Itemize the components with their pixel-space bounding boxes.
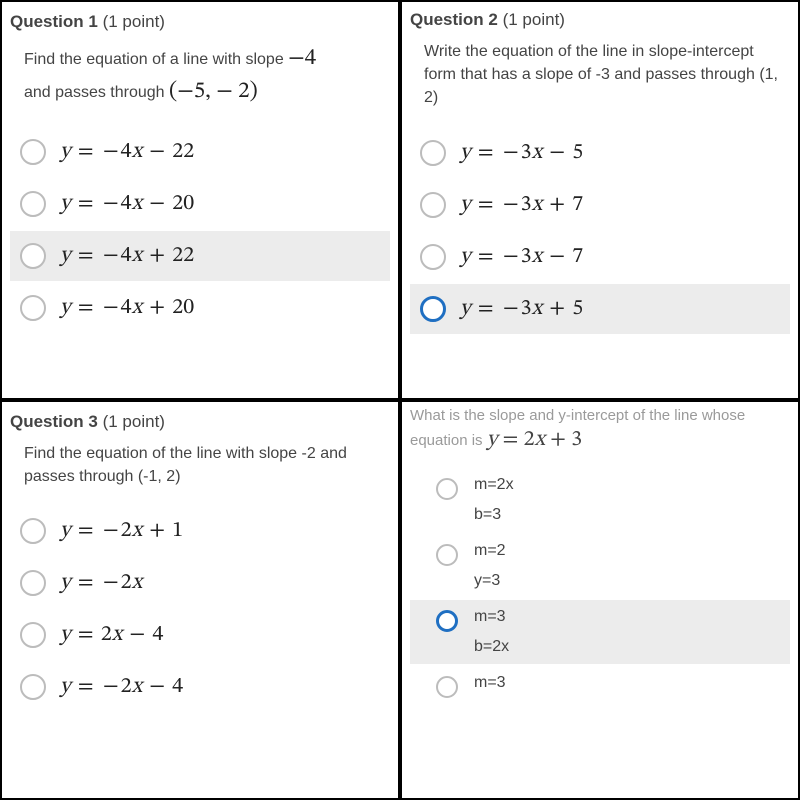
question-1-panel: Question 1 (1 point) Find the equation o… bbox=[0, 0, 400, 400]
question-2-points: (1 point) bbox=[503, 10, 565, 29]
q4-choice-3[interactable]: m=3 bbox=[410, 666, 790, 706]
q2-choice-3-label: y = −3x + 5 bbox=[460, 295, 583, 323]
question-2-prompt: Write the equation of the line in slope-… bbox=[410, 40, 790, 110]
question-2-panel: Question 2 (1 point) Write the equation … bbox=[400, 0, 800, 400]
q4-choice-2-line-1: b=2x bbox=[474, 638, 509, 656]
question-3-points: (1 point) bbox=[103, 412, 165, 431]
radio-icon[interactable] bbox=[420, 140, 446, 166]
q1-choice-0[interactable]: y = −4x − 22 bbox=[10, 127, 390, 177]
q3-choices: y = −2x + 1 y = −2x y = 2x − 4 y = −2x − 4 bbox=[10, 506, 390, 712]
q4-choice-1[interactable]: m=2 y=3 bbox=[410, 534, 790, 598]
radio-icon[interactable] bbox=[436, 478, 458, 500]
q1-choice-3-label: y = −4x + 20 bbox=[60, 294, 194, 322]
question-2-title: Question 2 bbox=[410, 10, 498, 29]
q4-choice-2-lines: m=3 b=2x bbox=[474, 608, 509, 656]
q1-choice-2-label: y = −4x + 22 bbox=[60, 242, 194, 270]
radio-icon[interactable] bbox=[436, 676, 458, 698]
q3-choice-3[interactable]: y = −2x − 4 bbox=[10, 662, 390, 712]
q3-choice-2[interactable]: y = 2x − 4 bbox=[10, 610, 390, 660]
q4-choice-2-line-0: m=3 bbox=[474, 608, 509, 626]
q1-choice-2[interactable]: y = −4x + 22 bbox=[10, 231, 390, 281]
question-3-panel: Question 3 (1 point) Find the equation o… bbox=[0, 400, 400, 800]
q1-prompt-pre: Find the equation of a line with slope bbox=[24, 51, 288, 68]
question-1-header: Question 1 (1 point) bbox=[10, 12, 390, 32]
q2-choice-1[interactable]: y = −3x + 7 bbox=[410, 180, 790, 230]
q1-prompt-point: (−5, − 2) bbox=[169, 80, 258, 103]
question-3-prompt: Find the equation of the line with slope… bbox=[10, 442, 390, 488]
q1-choice-1-label: y = −4x − 20 bbox=[60, 190, 194, 218]
q4-choice-0[interactable]: m=2x b=3 bbox=[410, 468, 790, 532]
q1-choice-1[interactable]: y = −4x − 20 bbox=[10, 179, 390, 229]
radio-icon[interactable] bbox=[20, 191, 46, 217]
q2-choices: y = −3x − 5 y = −3x + 7 y = −3x − 7 y = −3x… bbox=[410, 128, 790, 334]
question-1-title: Question 1 bbox=[10, 12, 98, 31]
radio-icon[interactable] bbox=[420, 296, 446, 322]
q2-choice-2-label: y = −3x − 7 bbox=[460, 243, 583, 271]
q2-choice-2[interactable]: y = −3x − 7 bbox=[410, 232, 790, 282]
radio-icon[interactable] bbox=[20, 518, 46, 544]
q3-choice-1-label: y = −2x bbox=[60, 569, 142, 597]
q4-choice-0-line-0: m=2x bbox=[474, 476, 514, 494]
q4-choice-1-lines: m=2 y=3 bbox=[474, 542, 506, 590]
q2-choice-0-label: y = −3x − 5 bbox=[460, 139, 583, 167]
question-4-panel: What is the slope and y-intercept of the… bbox=[400, 400, 800, 800]
q4-choice-3-lines: m=3 bbox=[474, 674, 506, 692]
q3-choice-0-label: y = −2x + 1 bbox=[60, 517, 183, 545]
quiz-grid: Question 1 (1 point) Find the equation o… bbox=[0, 0, 800, 800]
question-3-header: Question 3 (1 point) bbox=[10, 412, 390, 432]
radio-icon[interactable] bbox=[436, 544, 458, 566]
q4-choices: m=2x b=3 m=2 y=3 m=3 b=2x m=3 bbox=[410, 468, 790, 706]
radio-icon[interactable] bbox=[436, 610, 458, 632]
radio-icon[interactable] bbox=[20, 674, 46, 700]
q3-choice-2-label: y = 2x − 4 bbox=[60, 621, 163, 649]
q4-choice-2[interactable]: m=3 b=2x bbox=[410, 600, 790, 664]
q1-choices: y = −4x − 22 y = −4x − 20 y = −4x + 22 y = … bbox=[10, 127, 390, 333]
radio-icon[interactable] bbox=[420, 192, 446, 218]
q4-choice-0-line-1: b=3 bbox=[474, 506, 514, 524]
q1-choice-3[interactable]: y = −4x + 20 bbox=[10, 283, 390, 333]
q3-choice-0[interactable]: y = −2x + 1 bbox=[10, 506, 390, 556]
q2-choice-0[interactable]: y = −3x − 5 bbox=[410, 128, 790, 178]
question-2-header: Question 2 (1 point) bbox=[410, 10, 790, 30]
q4-choice-1-line-1: y=3 bbox=[474, 572, 506, 590]
question-1-points: (1 point) bbox=[103, 12, 165, 31]
q1-prompt-slope: −4 bbox=[288, 47, 316, 70]
q4-choice-0-lines: m=2x b=3 bbox=[474, 476, 514, 524]
q1-choice-0-label: y = −4x − 22 bbox=[60, 138, 194, 166]
q2-choice-3[interactable]: y = −3x + 5 bbox=[410, 284, 790, 334]
question-3-title: Question 3 bbox=[10, 412, 98, 431]
q4-choice-1-line-0: m=2 bbox=[474, 542, 506, 560]
radio-icon[interactable] bbox=[20, 295, 46, 321]
radio-icon[interactable] bbox=[420, 244, 446, 270]
radio-icon[interactable] bbox=[20, 570, 46, 596]
radio-icon[interactable] bbox=[20, 139, 46, 165]
q1-prompt-mid: and passes through bbox=[24, 84, 169, 101]
question-4-prompt: What is the slope and y-intercept of the… bbox=[410, 406, 790, 456]
question-1-prompt: Find the equation of a line with slope −… bbox=[10, 42, 390, 109]
q3-choice-3-label: y = −2x − 4 bbox=[60, 673, 183, 701]
q4-choice-3-line-0: m=3 bbox=[474, 674, 506, 692]
q3-choice-1[interactable]: y = −2x bbox=[10, 558, 390, 608]
q2-choice-1-label: y = −3x + 7 bbox=[460, 191, 583, 219]
radio-icon[interactable] bbox=[20, 622, 46, 648]
radio-icon[interactable] bbox=[20, 243, 46, 269]
